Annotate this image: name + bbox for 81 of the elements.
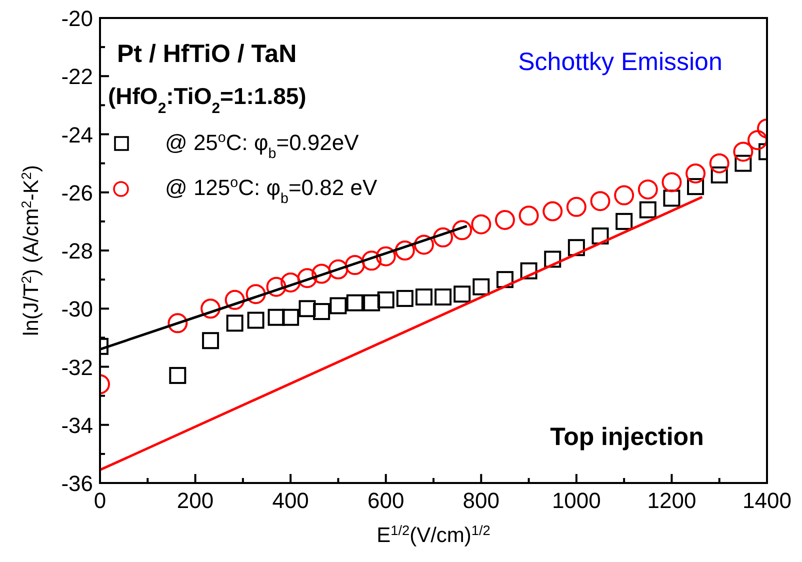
point bbox=[202, 332, 220, 350]
point bbox=[454, 286, 471, 303]
point bbox=[452, 220, 472, 240]
point bbox=[709, 153, 730, 174]
x-tick-label: 1000 bbox=[552, 488, 601, 513]
point bbox=[542, 201, 563, 222]
point bbox=[710, 166, 728, 184]
point bbox=[686, 163, 706, 184]
point bbox=[346, 294, 364, 312]
point bbox=[496, 271, 514, 288]
point bbox=[226, 314, 244, 332]
point bbox=[687, 178, 704, 196]
point bbox=[246, 284, 266, 304]
point bbox=[663, 190, 680, 207]
point bbox=[592, 227, 609, 244]
annotation: Top injection bbox=[550, 423, 704, 451]
y-tick-label: -32 bbox=[61, 354, 93, 380]
legend-label: @ 125$^{o}$C: φ$_{b}$=0.82 eV bbox=[165, 175, 378, 207]
point bbox=[396, 290, 414, 307]
text: (HfO$_{2}$:TiO$_{2}$=1:1.85) bbox=[108, 83, 306, 116]
point bbox=[168, 313, 188, 334]
point bbox=[590, 191, 610, 212]
point bbox=[415, 288, 432, 306]
point bbox=[520, 262, 538, 280]
point bbox=[266, 276, 286, 297]
point bbox=[280, 272, 301, 292]
x-tick-label: 0 bbox=[94, 488, 106, 513]
y-tick-label: -28 bbox=[61, 238, 93, 264]
x-tick-label: 800 bbox=[462, 488, 500, 513]
point bbox=[639, 201, 656, 218]
point bbox=[312, 264, 332, 284]
y-tick-label: -26 bbox=[61, 180, 93, 206]
point bbox=[394, 240, 415, 260]
point bbox=[313, 303, 330, 320]
point bbox=[434, 288, 452, 306]
point bbox=[362, 250, 382, 271]
point bbox=[494, 210, 515, 230]
y-tick-label: -24 bbox=[61, 122, 93, 148]
point bbox=[298, 300, 316, 318]
point bbox=[414, 234, 434, 255]
point bbox=[330, 297, 347, 314]
point bbox=[614, 185, 634, 206]
annotation: Schottky Emission bbox=[518, 48, 722, 76]
point bbox=[282, 308, 300, 326]
point bbox=[433, 227, 454, 248]
point bbox=[472, 278, 490, 296]
point bbox=[638, 179, 658, 200]
point bbox=[544, 250, 562, 268]
point bbox=[377, 291, 394, 308]
y-tick-label: -22 bbox=[61, 64, 93, 90]
point bbox=[376, 246, 396, 266]
text: Pt / HfTiO / TaN bbox=[117, 40, 297, 68]
point bbox=[297, 268, 318, 288]
point bbox=[518, 206, 539, 226]
x-tick-label: 1400 bbox=[742, 488, 792, 513]
y-tick-label: -36 bbox=[61, 471, 93, 496]
legend-label: @ 25$^{o}$C: φ$_{b}$=0.92eV bbox=[165, 130, 360, 162]
y-tick-label: -30 bbox=[61, 296, 93, 322]
x-tick-label: 600 bbox=[368, 488, 404, 513]
point bbox=[268, 308, 285, 326]
point bbox=[733, 142, 754, 162]
point bbox=[363, 294, 380, 312]
point bbox=[566, 196, 586, 217]
point bbox=[471, 214, 492, 234]
point bbox=[734, 154, 752, 172]
point bbox=[616, 212, 633, 230]
x-axis-title: E$^{1/2}$(V/cm)$^{1/2}$ bbox=[376, 522, 490, 547]
point bbox=[169, 366, 186, 384]
y-tick-label: -20 bbox=[61, 6, 93, 31]
point bbox=[662, 172, 682, 192]
point bbox=[224, 290, 245, 310]
point bbox=[568, 239, 585, 256]
x-tick-label: 1200 bbox=[647, 488, 696, 513]
point bbox=[747, 130, 767, 150]
x-tick-label: 400 bbox=[272, 488, 309, 513]
point bbox=[200, 298, 221, 319]
point bbox=[344, 255, 365, 276]
point bbox=[247, 312, 264, 329]
x-tick-label: 200 bbox=[176, 488, 214, 513]
y-tick-label: -34 bbox=[61, 412, 93, 438]
point bbox=[328, 259, 348, 280]
